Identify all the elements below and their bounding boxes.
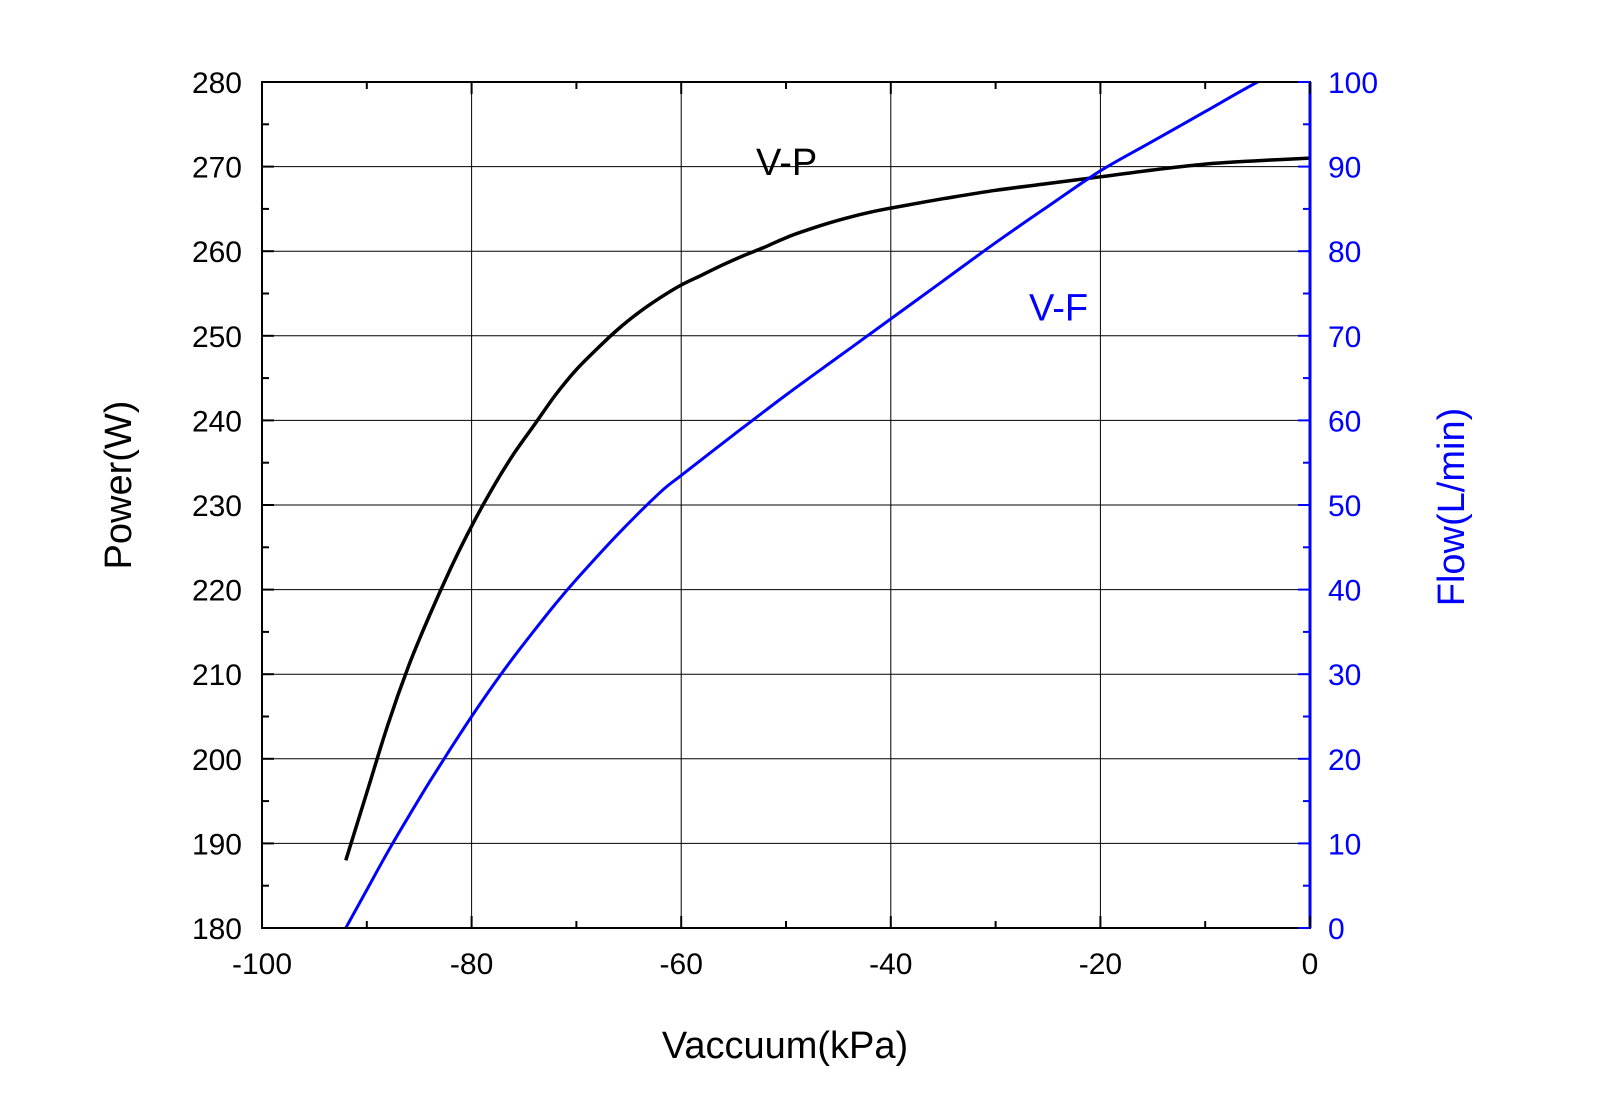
y2-tick-label: 50 [1328, 490, 1361, 523]
series-layer [344, 82, 1310, 928]
series-label-v-p: V-P [756, 142, 817, 184]
x-tick-label: -100 [232, 948, 292, 981]
y2-tick-label: 30 [1328, 659, 1361, 692]
y-tick-label: 270 [192, 152, 242, 185]
x-tick-label: -40 [869, 948, 912, 981]
y2-tick-label: 10 [1328, 828, 1361, 861]
gridlines [262, 82, 1310, 928]
y2-tick-label: 60 [1328, 405, 1361, 438]
y2-tick-label: 70 [1328, 321, 1361, 354]
y-tick-label: 180 [192, 913, 242, 946]
series-line-v-p [344, 156, 1310, 861]
x-tick-label: -60 [660, 948, 703, 981]
x-axis-title: Vaccuum(kPa) [662, 1025, 908, 1067]
ticks [261, 81, 1311, 929]
y2-tick-label: 100 [1328, 67, 1378, 100]
x-tick-label: -20 [1079, 948, 1122, 981]
tick-labels: -100 -80 -60 -40 -20 018019020021022023024025… [192, 67, 1378, 981]
y2-tick-label: 40 [1328, 575, 1361, 608]
y-tick-label: 240 [192, 405, 242, 438]
y-axis-title: Power(W) [98, 401, 140, 570]
x-tick-label: -80 [450, 948, 493, 981]
y-tick-label: 220 [192, 575, 242, 608]
y-tick-label: 210 [192, 659, 242, 692]
y2-tick-label: 90 [1328, 152, 1361, 185]
y2-tick-label: 0 [1328, 913, 1345, 946]
y2-axis-title: Flow(L/min) [1431, 408, 1473, 606]
y-tick-label: 280 [192, 67, 242, 100]
y2-tick-label: 20 [1328, 744, 1361, 777]
series-line-v-f [344, 82, 1261, 928]
x-tick-label: 0 [1302, 948, 1319, 981]
series-label-v-f: V-F [1029, 287, 1088, 329]
y-tick-label: 230 [192, 490, 242, 523]
y-tick-label: 260 [192, 236, 242, 269]
y-tick-label: 200 [192, 744, 242, 777]
y-tick-label: 250 [192, 321, 242, 354]
y2-tick-label: 80 [1328, 236, 1361, 269]
y-tick-label: 190 [192, 828, 242, 861]
